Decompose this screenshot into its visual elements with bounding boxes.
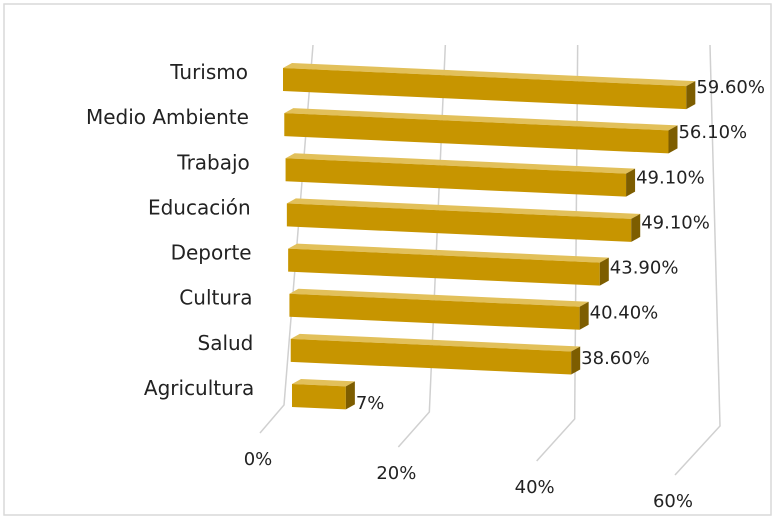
category-label: Medio Ambiente: [86, 105, 249, 129]
bar-side-face: [599, 257, 609, 286]
category-label: Turismo: [169, 60, 248, 84]
bar-top-face: [283, 63, 696, 87]
bar-front-face: [288, 248, 600, 286]
bar-front-face: [284, 113, 669, 154]
bar-side-face: [626, 168, 636, 197]
bar-turismo: [283, 63, 696, 110]
bar-front-face: [290, 338, 572, 375]
bar-medio-ambiente: [284, 108, 678, 154]
data-label: 40.40%: [590, 303, 659, 324]
bar-front-face: [292, 384, 346, 410]
bar-side-face: [686, 81, 696, 110]
bar-front-face: [289, 293, 580, 330]
data-label: 43.90%: [610, 258, 679, 279]
bar-side-face: [579, 301, 589, 330]
bar-educación: [286, 198, 641, 242]
bar-top-face: [285, 153, 636, 174]
bar-side-face: [571, 346, 581, 375]
bar-side-face: [345, 381, 355, 410]
gridline-3: [674, 44, 721, 476]
category-label: Educación: [148, 195, 251, 219]
data-label: 59.60%: [696, 77, 765, 98]
bar-front-face: [285, 158, 627, 197]
bar-top-face: [286, 198, 641, 219]
x-tick-label: 60%: [653, 491, 693, 512]
bar-front-face: [286, 203, 632, 242]
category-label: Salud: [198, 331, 254, 355]
bar-top-face: [284, 108, 678, 131]
bar-top-face: [288, 243, 609, 263]
category-label: Agricultura: [144, 376, 254, 400]
data-label: 49.10%: [641, 212, 710, 233]
bar-top-face: [289, 288, 589, 307]
bar-salud: [290, 333, 581, 375]
data-label: 56.10%: [678, 122, 747, 143]
data-label: 49.10%: [636, 167, 705, 188]
bar-trabajo: [285, 153, 636, 197]
bar-deporte: [288, 243, 609, 286]
category-label: Cultura: [179, 286, 252, 310]
bar-cultura: [289, 288, 589, 330]
category-label: Deporte: [171, 241, 252, 265]
data-label: 7%: [356, 393, 385, 414]
x-tick-label: 20%: [376, 463, 416, 484]
x-tick-label: 40%: [515, 477, 555, 498]
bar-top-face: [292, 379, 355, 387]
bar-side-face: [631, 213, 641, 242]
data-label: 38.60%: [581, 348, 650, 369]
x-tick-label: 0%: [244, 449, 273, 470]
bar-front-face: [283, 68, 687, 110]
category-label: Trabajo: [176, 150, 250, 174]
bar-side-face: [668, 125, 678, 154]
bar-top-face: [290, 333, 581, 352]
bar-agricultura: [292, 379, 355, 410]
